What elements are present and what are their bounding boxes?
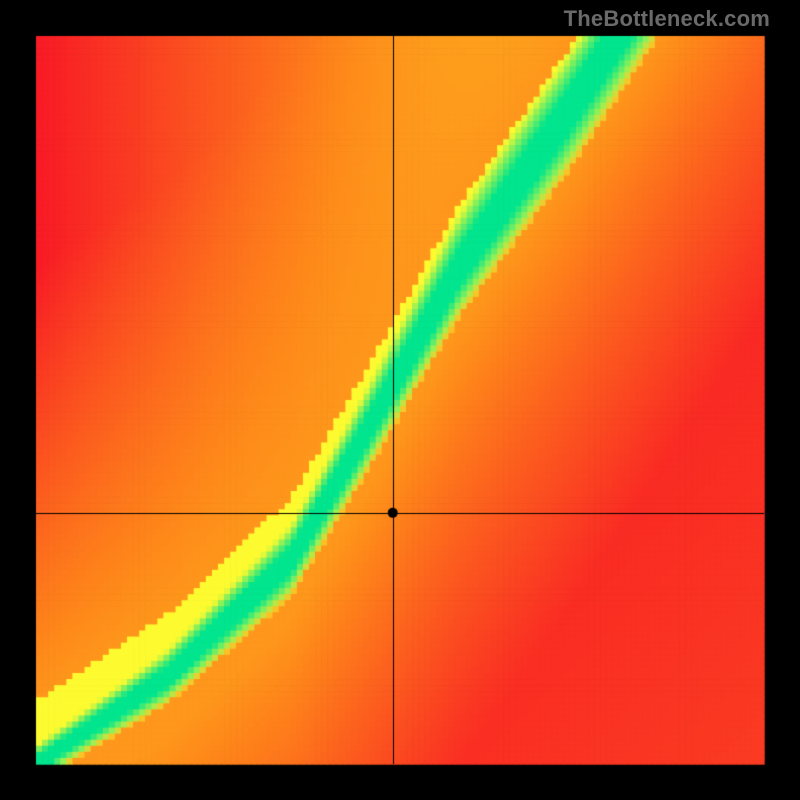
watermark-text: TheBottleneck.com — [564, 6, 770, 32]
bottleneck-heatmap — [0, 0, 800, 800]
chart-frame: TheBottleneck.com — [0, 0, 800, 800]
